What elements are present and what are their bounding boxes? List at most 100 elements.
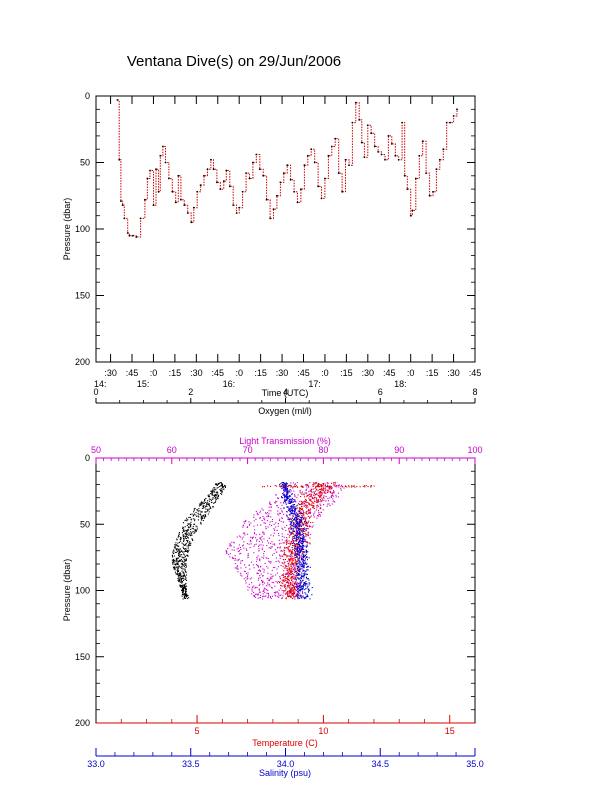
oxygen-point <box>175 542 177 544</box>
temperature-point <box>318 484 320 486</box>
top-x-tick-label: :45 <box>212 368 225 378</box>
salinity-point <box>297 551 299 553</box>
temperature-point <box>291 570 293 572</box>
salinity-point <box>283 483 285 485</box>
oxygen-point <box>184 578 186 580</box>
temperature-point <box>312 482 314 484</box>
light-point <box>258 550 260 552</box>
temperature-point <box>294 534 296 536</box>
light-point <box>290 588 292 590</box>
light-point <box>330 486 332 488</box>
salinity-point <box>302 586 304 588</box>
oxygen-point <box>215 494 217 496</box>
salinity-point <box>303 562 305 564</box>
dive-point <box>121 204 124 207</box>
oxygen-point <box>174 547 176 549</box>
temperature-point <box>330 491 332 493</box>
oxygen-point <box>195 529 197 531</box>
salinity-point <box>290 502 292 504</box>
light-point <box>279 578 281 580</box>
salinity-point <box>300 530 302 532</box>
light-point <box>323 499 325 501</box>
temperature-point <box>284 578 286 580</box>
light-point <box>282 580 284 582</box>
top-x-hour-label: 16: <box>223 379 236 389</box>
light-point <box>262 595 264 597</box>
light-tick-label: 100 <box>467 445 482 455</box>
oxygen-point <box>189 533 191 535</box>
light-point <box>266 589 268 591</box>
oxygen-point <box>207 509 209 511</box>
temperature-surface-point <box>316 486 318 488</box>
light-point <box>318 512 320 514</box>
oxygen-point <box>193 508 195 510</box>
salinity-axis-label: Salinity (psu) <box>259 768 311 778</box>
salinity-point <box>298 563 300 565</box>
light-point <box>267 515 269 517</box>
salinity-point <box>304 582 306 584</box>
dive-point <box>155 168 157 171</box>
oxygen-point <box>176 551 178 553</box>
temperature-point <box>309 496 311 498</box>
dive-point <box>348 164 350 167</box>
oxygen-point <box>213 494 215 496</box>
salinity-point <box>291 493 293 495</box>
oxygen-point <box>217 495 219 497</box>
temperature-point <box>296 507 298 509</box>
dive-point <box>409 214 412 217</box>
salinity-point <box>305 584 307 586</box>
light-point <box>293 490 295 492</box>
light-point <box>322 499 324 501</box>
dive-point <box>265 198 268 201</box>
salinity-point <box>286 489 288 491</box>
salinity-point <box>294 555 296 557</box>
dive-point <box>126 232 129 234</box>
salinity-point <box>297 553 299 555</box>
oxygen-point <box>182 578 184 580</box>
salinity-point <box>286 494 288 496</box>
light-point <box>278 520 280 522</box>
light-point <box>333 491 335 493</box>
temperature-point <box>303 512 305 514</box>
light-point <box>262 575 264 577</box>
oxygen-point <box>208 500 210 502</box>
salinity-point <box>296 547 298 549</box>
salinity-point <box>291 497 293 499</box>
temperature-point <box>283 570 285 572</box>
light-point <box>253 567 255 569</box>
temperature-point <box>286 585 288 587</box>
light-point <box>257 597 259 599</box>
light-point <box>254 593 256 595</box>
salinity-point <box>301 572 303 574</box>
temperature-point <box>318 483 320 485</box>
temperature-surface-point <box>301 486 303 488</box>
salinity-point <box>294 513 296 515</box>
salinity-point <box>303 554 305 556</box>
light-point <box>247 577 249 579</box>
light-point <box>314 482 316 484</box>
temperature-point <box>333 481 335 483</box>
oxygen-point <box>190 519 192 521</box>
oxygen-point <box>183 587 185 589</box>
temperature-point <box>293 591 295 593</box>
salinity-point <box>300 519 302 521</box>
temperature-point <box>318 492 320 494</box>
salinity-point <box>303 598 305 600</box>
temperature-point <box>291 583 293 585</box>
oxygen-point <box>200 503 202 505</box>
light-point <box>288 490 290 492</box>
light-point <box>288 581 290 583</box>
light-point <box>244 522 246 524</box>
temperature-surface-point <box>317 485 319 487</box>
temperature-point <box>313 502 315 504</box>
temperature-point <box>294 561 296 563</box>
salinity-point <box>304 597 306 599</box>
light-point <box>277 523 279 525</box>
light-point <box>266 512 268 514</box>
light-point <box>259 559 261 561</box>
light-point <box>263 532 265 534</box>
oxygen-point <box>183 586 185 588</box>
oxygen-point <box>175 544 177 546</box>
salinity-point <box>301 575 303 577</box>
dive-point <box>411 209 414 212</box>
